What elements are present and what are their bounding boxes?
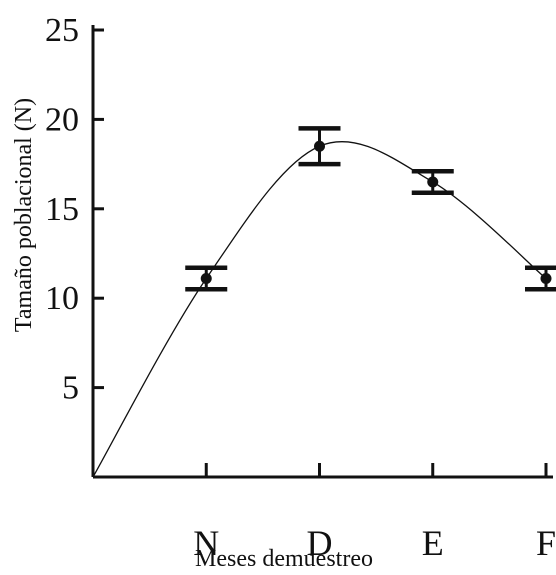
x-axis-title: Meses demuestreo	[195, 546, 373, 572]
data-point	[427, 176, 439, 188]
fit-curve	[92, 141, 547, 478]
data-point	[200, 273, 212, 285]
x-tick-label: F	[536, 523, 556, 563]
y-tick-label: 5	[62, 370, 79, 407]
x-tick-label: N	[193, 523, 219, 563]
y-tick-label: 15	[45, 191, 79, 228]
x-tick-label: E	[422, 523, 444, 563]
error-bars	[185, 126, 556, 292]
y-tick-label: 25	[45, 12, 79, 49]
data-points	[200, 140, 552, 285]
y-axis-title: Tamaño poblacional (N)	[11, 98, 37, 332]
y-ticks: 5 10 15 20 25	[45, 12, 104, 407]
axes	[91, 25, 553, 479]
y-tick-label: 20	[45, 101, 79, 138]
y-tick-label: 10	[45, 280, 79, 317]
data-point	[314, 140, 325, 152]
data-point	[540, 273, 552, 285]
x-tick-label: D	[307, 523, 333, 563]
